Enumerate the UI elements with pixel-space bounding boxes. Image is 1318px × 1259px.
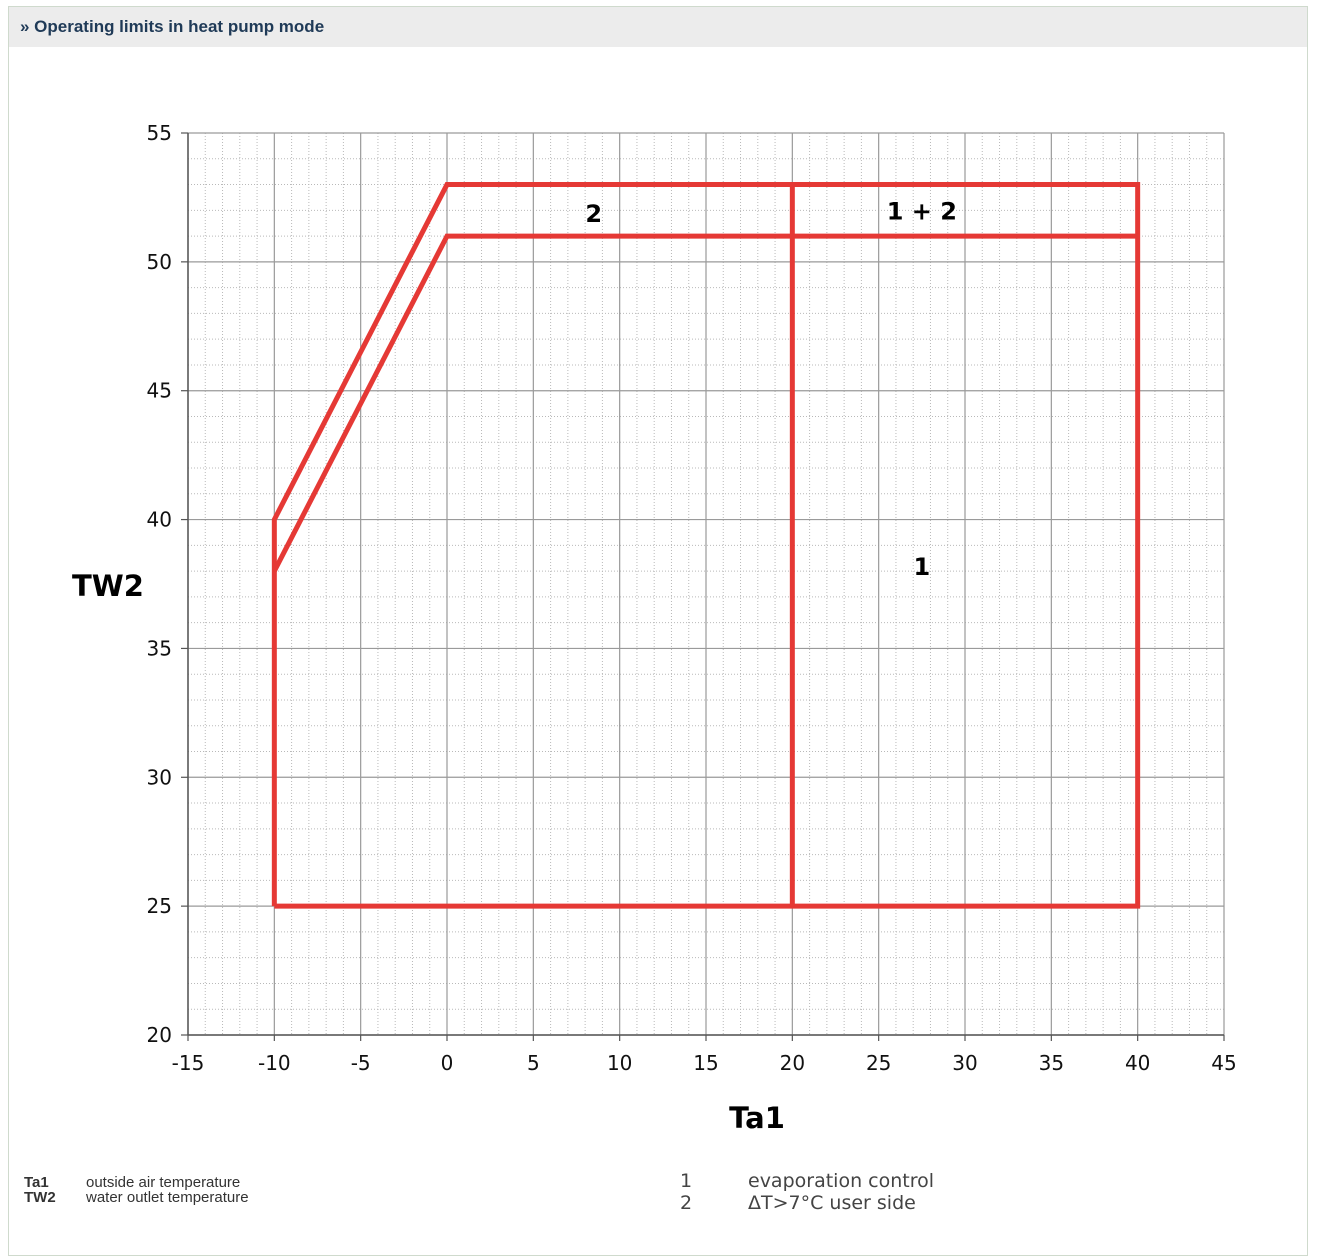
- legend-row-ta1: Ta1 outside air temperature: [24, 1175, 249, 1190]
- limit-line-2: [272, 233, 1138, 573]
- y-tick-label: 50: [147, 250, 172, 274]
- y-tick-label: 35: [147, 636, 172, 660]
- y-tick-label: 20: [147, 1023, 172, 1047]
- legend-key: Ta1: [24, 1174, 49, 1191]
- x-tick-label: 45: [1211, 1051, 1236, 1075]
- panel-header: » Operating limits in heat pump mode: [9, 7, 1307, 47]
- region-label: 2: [585, 200, 602, 228]
- region-notes: 1 evaporation control 2 ΔT>7°C user side: [676, 1170, 934, 1214]
- diagram-panel: » Operating limits in heat pump mode: [8, 6, 1308, 1256]
- panel-title: » Operating limits in heat pump mode: [20, 17, 325, 36]
- note-desc: evaporation control: [748, 1170, 935, 1192]
- y-axis-title: TW2: [72, 569, 144, 603]
- note-row-1: 1 evaporation control: [676, 1170, 934, 1192]
- legend-desc: outside air temperature: [86, 1174, 241, 1191]
- legend-desc: water outlet temperature: [86, 1189, 249, 1206]
- y-tick-label: 30: [147, 765, 172, 789]
- chart-grid: [187, 132, 1225, 1036]
- x-tick-label: -10: [258, 1051, 291, 1075]
- x-tick-label: -5: [351, 1051, 371, 1075]
- x-tick-label: 35: [1039, 1051, 1064, 1075]
- x-tick-label: -15: [172, 1051, 205, 1075]
- y-tick-label: 25: [147, 894, 172, 918]
- x-tick-label: 5: [527, 1051, 540, 1075]
- note-row-2: 2 ΔT>7°C user side: [676, 1192, 934, 1214]
- chart-series: [271, 182, 1141, 909]
- y-tick-label: 40: [147, 508, 172, 532]
- legend-row-tw2: TW2 water outlet temperature: [24, 1190, 249, 1205]
- note-number: 2: [680, 1192, 693, 1214]
- region-label: 1 + 2: [887, 197, 957, 225]
- y-tick-label: 55: [147, 121, 172, 145]
- x-tick-label: 15: [693, 1051, 718, 1075]
- note-desc: ΔT>7°C user side: [748, 1192, 916, 1214]
- y-tick-label: 45: [147, 379, 172, 403]
- abbreviation-legend: Ta1 outside air temperature TW2 water ou…: [24, 1175, 249, 1205]
- region-label: 1: [913, 553, 930, 581]
- x-tick-label: 20: [780, 1051, 805, 1075]
- chart-axes: -15 -10 -5 0 5 10 15 20 25 30 35 40 45 20 25 30 35 40 45 50…: [147, 121, 1237, 1075]
- legend-key: TW2: [24, 1189, 56, 1206]
- x-tick-label: 25: [866, 1051, 891, 1075]
- x-axis-title: Ta1: [729, 1101, 785, 1135]
- x-tick-label: 10: [607, 1051, 632, 1075]
- chart-labels: 2 1 + 2 1: [585, 197, 957, 581]
- x-tick-label: 30: [952, 1051, 977, 1075]
- x-tick-label: 0: [441, 1051, 454, 1075]
- note-number: 1: [680, 1170, 693, 1192]
- x-tick-label: 40: [1125, 1051, 1150, 1075]
